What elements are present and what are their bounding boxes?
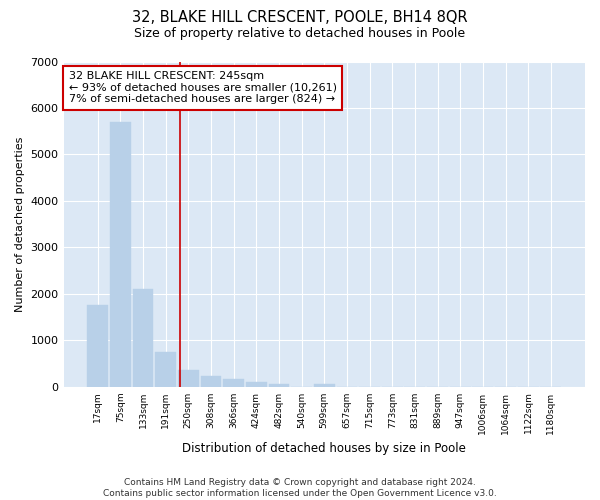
Bar <box>110 122 131 386</box>
Text: Contains HM Land Registry data © Crown copyright and database right 2024.
Contai: Contains HM Land Registry data © Crown c… <box>103 478 497 498</box>
Bar <box>314 384 335 386</box>
Bar <box>223 379 244 386</box>
Bar <box>87 306 108 386</box>
Bar <box>200 376 221 386</box>
Text: Size of property relative to detached houses in Poole: Size of property relative to detached ho… <box>134 28 466 40</box>
Bar <box>246 382 267 386</box>
Bar <box>133 289 154 386</box>
Text: 32 BLAKE HILL CRESCENT: 245sqm
← 93% of detached houses are smaller (10,261)
7% : 32 BLAKE HILL CRESCENT: 245sqm ← 93% of … <box>69 72 337 104</box>
Bar <box>269 384 289 386</box>
Y-axis label: Number of detached properties: Number of detached properties <box>15 136 25 312</box>
X-axis label: Distribution of detached houses by size in Poole: Distribution of detached houses by size … <box>182 442 466 455</box>
Bar <box>155 352 176 386</box>
Text: 32, BLAKE HILL CRESCENT, POOLE, BH14 8QR: 32, BLAKE HILL CRESCENT, POOLE, BH14 8QR <box>132 10 468 25</box>
Bar <box>178 370 199 386</box>
